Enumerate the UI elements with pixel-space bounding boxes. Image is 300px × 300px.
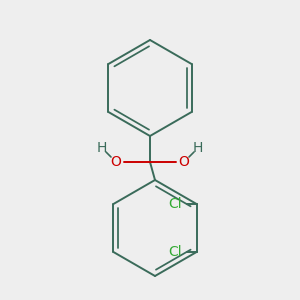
Text: H: H <box>193 141 203 155</box>
Text: O: O <box>111 155 122 169</box>
Text: Cl: Cl <box>168 197 182 211</box>
Text: O: O <box>178 155 189 169</box>
Text: H: H <box>97 141 107 155</box>
Text: Cl: Cl <box>168 245 182 259</box>
